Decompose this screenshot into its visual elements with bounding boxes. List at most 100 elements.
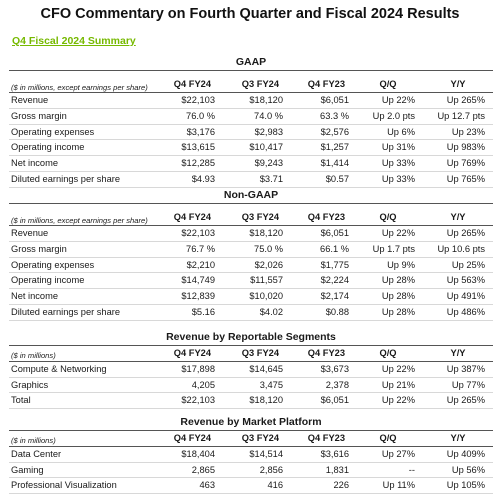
column-header: Q4 FY23 bbox=[287, 204, 353, 226]
table-row: Graphics 4,205 3,475 2,378 Up 21% Up 77% bbox=[9, 377, 493, 394]
cell-value: -- bbox=[353, 462, 423, 479]
column-header: Y/Y bbox=[423, 71, 493, 93]
row-label: Gross margin bbox=[9, 108, 149, 125]
section-title: Revenue by Reportable Segments bbox=[9, 330, 493, 346]
section-2: Revenue by Reportable Segments ($ in mill… bbox=[9, 330, 493, 410]
cell-value: $17,898 bbox=[149, 361, 219, 378]
column-header: Q3 FY24 bbox=[219, 204, 287, 226]
table-row: Gaming 2,865 2,856 1,831 -- Up 56% bbox=[9, 462, 493, 479]
cell-value: $22,103 bbox=[149, 225, 219, 242]
cell-value: 74.0 % bbox=[219, 108, 287, 125]
cell-value: Up 983% bbox=[423, 139, 493, 157]
cell-value: Up 28% bbox=[353, 304, 423, 321]
row-label: Operating expenses bbox=[9, 257, 149, 274]
row-label: Operating income bbox=[9, 272, 149, 290]
cell-value: $11,557 bbox=[219, 272, 287, 290]
cell-value: 75.0 % bbox=[219, 241, 287, 258]
cell-value: Up 31% bbox=[353, 139, 423, 157]
row-label: Graphics bbox=[9, 377, 149, 394]
cell-value: Up 769% bbox=[423, 155, 493, 172]
table-row: Diluted earnings per share $5.16 $4.02 $0.8… bbox=[9, 304, 493, 321]
column-header: Q/Q bbox=[353, 431, 423, 447]
cell-value: $9,243 bbox=[219, 155, 287, 172]
cell-value: 4,205 bbox=[149, 377, 219, 394]
column-header: Q/Q bbox=[353, 346, 423, 362]
cell-value: Up 21% bbox=[353, 377, 423, 394]
cell-value: $6,051 bbox=[287, 92, 353, 109]
cell-value: 76.7 % bbox=[149, 241, 219, 258]
cell-value: $6,051 bbox=[287, 225, 353, 242]
cell-value: $18,120 bbox=[219, 225, 287, 242]
cell-value: 2,865 bbox=[149, 462, 219, 479]
cell-value: Up 387% bbox=[423, 361, 493, 378]
column-header: Q/Q bbox=[353, 71, 423, 93]
cell-value: $10,020 bbox=[219, 288, 287, 305]
cell-value: $3,616 bbox=[287, 446, 353, 463]
financial-table: ($ in millions) Q4 FY24 Q3 FY24 Q4 FY23 Q/Q Y… bbox=[9, 346, 493, 410]
cell-value: Up 265% bbox=[423, 392, 493, 410]
cell-value: $12,285 bbox=[149, 155, 219, 172]
row-label: Total bbox=[9, 392, 149, 410]
column-header: Q3 FY24 bbox=[219, 71, 287, 93]
column-header: Q4 FY24 bbox=[149, 346, 219, 362]
cell-value: Up 765% bbox=[423, 171, 493, 188]
row-label: Net income bbox=[9, 155, 149, 172]
column-header: Y/Y bbox=[423, 204, 493, 226]
cell-value: $1,414 bbox=[287, 155, 353, 172]
cell-value: Up 486% bbox=[423, 304, 493, 321]
cell-value: 2,378 bbox=[287, 377, 353, 394]
cell-value: 66.1 % bbox=[287, 241, 353, 258]
table-row: Operating income $14,749 $11,557 $2,224 Up 2… bbox=[9, 272, 493, 290]
row-label: Compute & Networking bbox=[9, 361, 149, 378]
column-header: Q4 FY24 bbox=[149, 204, 219, 226]
column-header: Q4 FY23 bbox=[287, 346, 353, 362]
column-header: Y/Y bbox=[423, 346, 493, 362]
cell-value: $4.93 bbox=[149, 171, 219, 188]
table-row: Operating expenses $2,210 $2,026 $1,775 Up 9… bbox=[9, 257, 493, 274]
cell-value: 3,475 bbox=[219, 377, 287, 394]
financial-table: ($ in millions, except earnings per shar… bbox=[9, 204, 493, 321]
summary-subtitle-link[interactable]: Q4 Fiscal 2024 Summary bbox=[12, 35, 136, 47]
section-3: Revenue by Market Platform ($ in millions… bbox=[9, 415, 493, 494]
table-header-row: ($ in millions, except earnings per shar… bbox=[9, 71, 493, 93]
table-row: Compute & Networking $17,898 $14,645 $3,673… bbox=[9, 361, 493, 378]
section-0: GAAP ($ in millions, except earnings per … bbox=[9, 55, 493, 188]
cell-value: $5.16 bbox=[149, 304, 219, 321]
cell-value: $3.71 bbox=[219, 171, 287, 188]
cell-value: $22,103 bbox=[149, 92, 219, 109]
cell-value: Up 265% bbox=[423, 92, 493, 109]
table-row: Data Center $18,404 $14,514 $3,616 Up 27% Up … bbox=[9, 446, 493, 463]
row-label: Diluted earnings per share bbox=[9, 171, 149, 188]
financial-table: ($ in millions, except earnings per shar… bbox=[9, 71, 493, 188]
row-label: Gross margin bbox=[9, 241, 149, 258]
column-header: Q3 FY24 bbox=[219, 431, 287, 447]
cell-value: Up 10.6 pts bbox=[423, 241, 493, 258]
cell-value: Up 27% bbox=[353, 446, 423, 463]
cell-value: Up 33% bbox=[353, 155, 423, 172]
financial-table: ($ in millions) Q4 FY24 Q3 FY24 Q4 FY23 Q/Q Y… bbox=[9, 431, 493, 494]
cell-value: $12,839 bbox=[149, 288, 219, 305]
cell-value: $18,404 bbox=[149, 446, 219, 463]
row-label: Operating expenses bbox=[9, 124, 149, 141]
table-row: Gross margin 76.0 % 74.0 % 63.3 % Up 2.0 pts… bbox=[9, 108, 493, 125]
cell-value: Up 22% bbox=[353, 92, 423, 109]
column-header: Q4 FY24 bbox=[149, 71, 219, 93]
table-row: Gross margin 76.7 % 75.0 % 66.1 % Up 1.7 pts… bbox=[9, 241, 493, 258]
table-row: Revenue $22,103 $18,120 $6,051 Up 22% Up 265% bbox=[9, 225, 493, 242]
table-row: Diluted earnings per share $4.93 $3.71 $0.5… bbox=[9, 171, 493, 188]
cell-value: Up 1.7 pts bbox=[353, 241, 423, 258]
cell-value: $22,103 bbox=[149, 392, 219, 410]
cell-value: $0.88 bbox=[287, 304, 353, 321]
cell-value: $14,749 bbox=[149, 272, 219, 290]
cell-value: $14,645 bbox=[219, 361, 287, 378]
row-label: Diluted earnings per share bbox=[9, 304, 149, 321]
cell-value: $14,514 bbox=[219, 446, 287, 463]
cell-value: $2,224 bbox=[287, 272, 353, 290]
cell-value: 76.0 % bbox=[149, 108, 219, 125]
column-header: Q/Q bbox=[353, 204, 423, 226]
cell-value: $4.02 bbox=[219, 304, 287, 321]
column-header: Q4 FY23 bbox=[287, 431, 353, 447]
cell-value: Up 12.7 pts bbox=[423, 108, 493, 125]
cell-value: $13,615 bbox=[149, 139, 219, 157]
